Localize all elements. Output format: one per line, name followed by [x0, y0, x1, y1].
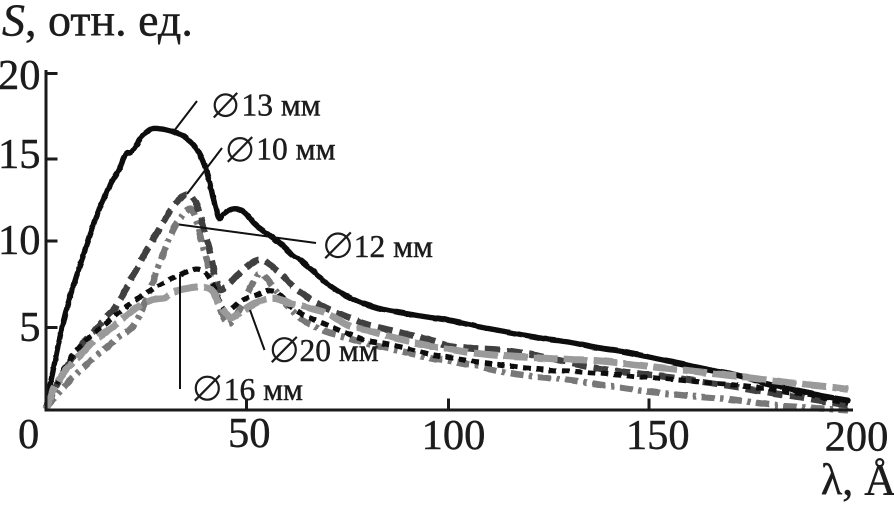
- svg-text:λ, Å: λ, Å: [821, 456, 894, 505]
- svg-text:5: 5: [19, 304, 40, 351]
- svg-text:50: 50: [228, 410, 271, 457]
- svg-text:10: 10: [0, 217, 41, 264]
- svg-text:12 мм: 12 мм: [354, 229, 433, 264]
- svg-text:150: 150: [626, 412, 690, 459]
- svg-text:20 мм: 20 мм: [300, 333, 379, 368]
- svg-text:0: 0: [18, 411, 39, 458]
- svg-text:100: 100: [422, 412, 486, 459]
- svg-text:S, отн. ед.: S, отн. ед.: [2, 0, 193, 46]
- svg-text:10 мм: 10 мм: [256, 132, 335, 167]
- svg-text:20: 20: [0, 52, 41, 99]
- svg-text:13 мм: 13 мм: [242, 88, 321, 123]
- svg-text:16 мм: 16 мм: [224, 372, 303, 407]
- svg-text:15: 15: [0, 131, 41, 178]
- svg-text:200: 200: [825, 414, 889, 461]
